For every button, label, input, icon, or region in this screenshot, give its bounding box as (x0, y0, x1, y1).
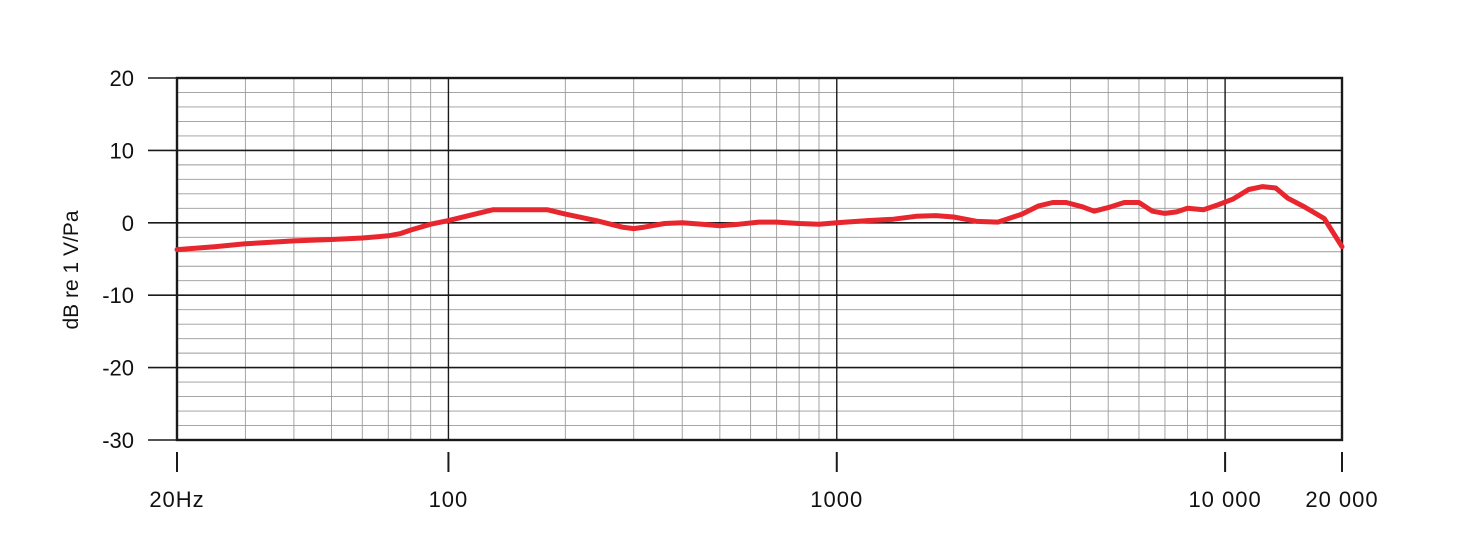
x-tick-label: 1000 (810, 487, 863, 512)
major-grid (177, 78, 1342, 440)
plot-frame (175, 76, 1344, 442)
y-tick-label: 0 (122, 211, 134, 236)
y-axis-ticks: 20 10 0 -10 -20 -30 (102, 66, 177, 453)
x-tick-label: 20 000 (1305, 487, 1378, 512)
frequency-response-line (174, 184, 1345, 253)
y-tick-label: -30 (102, 428, 134, 453)
y-tick-label: -10 (102, 283, 134, 308)
x-tick-label: 100 (429, 487, 469, 512)
y-tick-label: -20 (102, 356, 134, 381)
y-tick-label: 20 (110, 66, 134, 91)
y-axis-title: dB re 1 V/Pa (60, 210, 83, 329)
minor-grid (177, 78, 1342, 440)
y-tick-label: 10 (110, 138, 134, 163)
x-tick-label: 20Hz (149, 487, 204, 512)
x-tick-label: 10 000 (1188, 487, 1261, 512)
x-axis-ticks: 20Hz 100 1000 10 000 20 000 (149, 452, 1378, 512)
